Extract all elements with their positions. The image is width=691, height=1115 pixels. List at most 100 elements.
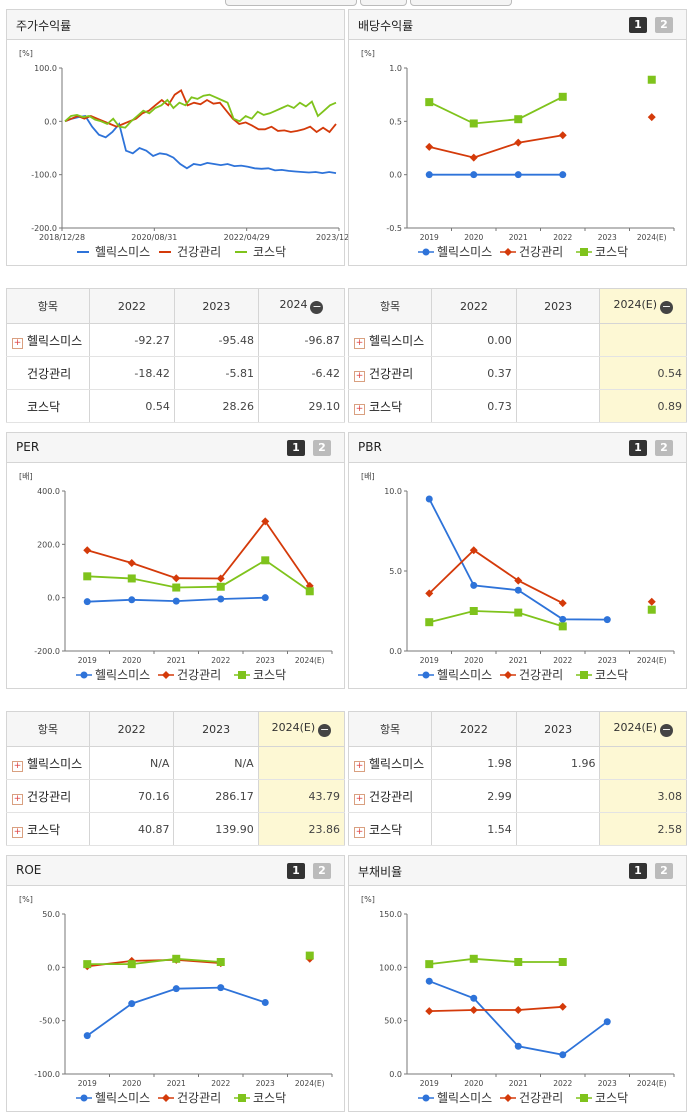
chart-page-button-1[interactable]: 1 [629, 863, 647, 879]
series-line-health [428, 549, 564, 605]
chart-page-button-2[interactable]: 2 [655, 440, 673, 456]
legend-label-health[interactable]: 건강관리 [177, 1091, 221, 1105]
table-cell: 2.58 [599, 812, 687, 846]
table-cell: 1.96 [515, 746, 600, 780]
table-cell: 2.99 [431, 779, 517, 813]
data-point-helix [514, 1042, 522, 1050]
legend-label-health[interactable]: 건강관리 [519, 1091, 563, 1105]
chart-svg: [배] 400.0 200.0 0.0 -200.0 2019 2020 2021 2022 20… [19, 472, 333, 682]
expand-plus-icon[interactable]: + [354, 370, 365, 382]
data-point-helix [425, 171, 433, 179]
legend-label-kosdaq[interactable]: 코스닥 [595, 668, 628, 682]
chart-page-button-2[interactable]: 2 [313, 863, 331, 879]
chart-header: 주가수익률 [7, 10, 344, 40]
legend-label-kosdaq[interactable]: 코스닥 [595, 245, 628, 259]
table-cell: -6.42 [257, 356, 345, 390]
y-tick-label: -0.5 [386, 224, 402, 233]
table-header-cell: 2022 [431, 288, 517, 324]
chart-page-button-1[interactable]: 1 [629, 17, 647, 33]
data-point-helix [217, 595, 225, 603]
legend-marker-health [504, 248, 512, 256]
chart-panel-1: 배당수익률 1 2 [%] 1.0 0.5 0.0 -0.5 2019 2020 2021 2022 2… [348, 9, 687, 266]
data-point-kosdaq [83, 960, 92, 969]
data-point-helix [559, 1051, 567, 1059]
top-tab-fragment[interactable] [410, 0, 512, 6]
legend-label-health[interactable]: 건강관리 [519, 668, 563, 682]
x-tick-label: 2020 [464, 233, 483, 242]
top-tab-fragment[interactable] [360, 0, 407, 6]
legend-label-helix[interactable]: 헬릭스미스 [437, 1091, 492, 1105]
data-point-health [305, 581, 314, 590]
table-cell [599, 323, 687, 357]
legend-label-health[interactable]: 건강관리 [177, 668, 221, 682]
chart-page-button-1[interactable]: 1 [287, 863, 305, 879]
expand-plus-icon[interactable]: + [354, 826, 365, 838]
chart-page-button-2[interactable]: 2 [655, 17, 673, 33]
chart-page-button-1[interactable]: 1 [629, 440, 647, 456]
legend-label-helix[interactable]: 헬릭스미스 [437, 245, 492, 259]
collapse-minus-icon[interactable]: − [660, 300, 673, 314]
y-tick-label: 100.0 [34, 64, 57, 73]
data-point-health [558, 131, 567, 140]
data-point-kosdaq [514, 115, 523, 124]
legend-label-helix[interactable]: 헬릭스미스 [95, 1091, 150, 1105]
expand-plus-icon[interactable]: + [354, 793, 365, 805]
table-row: + 헬릭스미스 -92.27 -95.48 -96.87 [6, 323, 345, 357]
y-tick-label: 100.0 [379, 963, 402, 972]
top-tab-fragment[interactable] [225, 0, 357, 6]
chart-svg: [%] 150.0 100.0 50.0 0.0 2019 2020 2021 2022 2023… [361, 895, 675, 1105]
table-header-cell: 항목 [6, 711, 90, 747]
legend-label-kosdaq[interactable]: 코스닥 [253, 668, 286, 682]
data-point-helix [470, 171, 478, 179]
y-tick-label: 0.0 [47, 594, 60, 603]
data-point-health [469, 153, 478, 162]
legend-label-health[interactable]: 건강관리 [177, 245, 221, 259]
data-point-health [83, 546, 92, 555]
legend-label-helix[interactable]: 헬릭스미스 [437, 668, 492, 682]
expand-plus-icon[interactable]: + [12, 826, 23, 838]
legend-label-kosdaq[interactable]: 코스닥 [595, 1091, 628, 1105]
table-header-label: 항목 [379, 300, 401, 313]
y-tick-label: -100.0 [34, 1070, 60, 1079]
y-tick-label: 50.0 [42, 910, 60, 919]
data-point-helix [603, 616, 611, 624]
y-tick-label: 1.0 [389, 64, 402, 73]
collapse-minus-icon[interactable]: − [310, 300, 324, 314]
expand-plus-icon[interactable]: + [354, 337, 365, 349]
data-point-kosdaq [216, 958, 225, 966]
legend-label-kosdaq[interactable]: 코스닥 [253, 245, 286, 259]
y-unit-label: [%] [361, 895, 375, 904]
legend-label-helix[interactable]: 헬릭스미스 [95, 245, 150, 259]
expand-plus-icon[interactable]: + [354, 403, 365, 415]
expand-plus-icon[interactable]: + [12, 793, 23, 805]
x-tick-label: 2024(E) [295, 1079, 325, 1088]
expand-plus-icon[interactable]: + [12, 760, 23, 772]
data-point-kosdaq [425, 618, 434, 627]
x-tick-label: 2019 [78, 1079, 97, 1088]
expand-plus-icon[interactable]: + [12, 337, 23, 349]
table-header-cell: 2022 [431, 711, 517, 747]
legend-label-helix[interactable]: 헬릭스미스 [95, 668, 150, 682]
data-point-health [172, 574, 181, 583]
data-point-health [514, 138, 523, 147]
table-header-cell: 항목 [6, 288, 90, 324]
x-tick-label: 2021 [509, 233, 528, 242]
expand-plus-icon[interactable]: + [354, 760, 365, 772]
row-label-cell: + 코스닥 [348, 389, 432, 423]
x-tick-label: 2022/04/29 [224, 233, 270, 242]
table-header-label: 2023 [202, 299, 231, 313]
table-cell: 3.08 [599, 779, 687, 813]
series-line-kosdaq [429, 957, 563, 965]
row-label-cell: + 건강관리 [348, 356, 432, 390]
chart-page-button-2[interactable]: 2 [313, 440, 331, 456]
legend-label-kosdaq[interactable]: 코스닥 [253, 1091, 286, 1105]
chart-page-button-2[interactable]: 2 [655, 863, 673, 879]
row-label: 건강관리 [27, 366, 72, 381]
legend-label-health[interactable]: 건강관리 [519, 245, 563, 259]
collapse-minus-icon[interactable]: − [660, 723, 673, 737]
table-cell: 139.90 [173, 812, 259, 846]
chart-page-button-1[interactable]: 1 [287, 440, 305, 456]
x-tick-label: 2020 [122, 656, 141, 665]
table-header-label: 항목 [37, 723, 58, 736]
collapse-minus-icon[interactable]: − [318, 723, 332, 737]
